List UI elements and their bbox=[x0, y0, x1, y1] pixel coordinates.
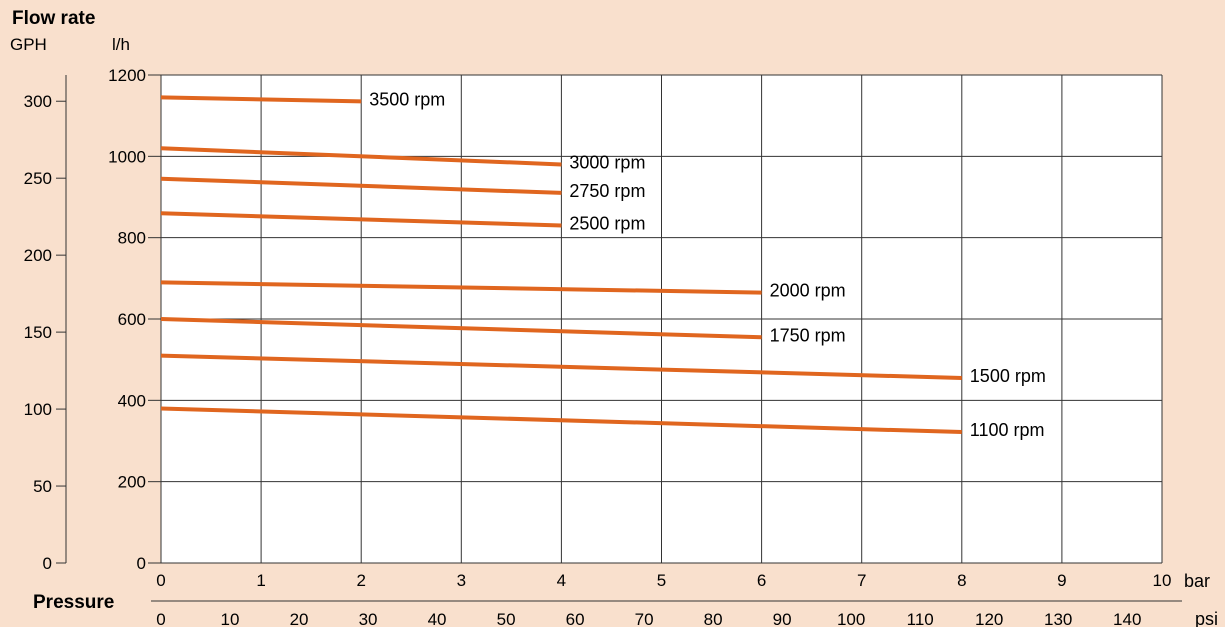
chart-title: Flow rate bbox=[12, 8, 95, 29]
series-label: 1750 rpm bbox=[770, 325, 846, 345]
x-tick-label: 10 bbox=[1153, 571, 1172, 590]
left-tick-label: 0 bbox=[43, 554, 52, 573]
series-line bbox=[160, 406, 962, 435]
chart-labels: 0200400600800100012000501001502002503000… bbox=[24, 66, 1172, 627]
y-tick-label: 400 bbox=[118, 391, 146, 410]
x2-tick-label: 60 bbox=[566, 610, 585, 627]
left-tick-label: 50 bbox=[33, 477, 52, 496]
series-label: 3000 rpm bbox=[569, 152, 645, 172]
x2-tick-label: 50 bbox=[497, 610, 516, 627]
series-label: 1100 rpm bbox=[970, 420, 1045, 440]
x2-tick-label: 70 bbox=[635, 610, 654, 627]
y-tick-label: 1200 bbox=[108, 66, 146, 85]
y-tick-label: 1000 bbox=[108, 147, 146, 166]
series-line bbox=[160, 95, 362, 104]
axes bbox=[56, 74, 1182, 602]
left-tick-label: 300 bbox=[24, 92, 52, 111]
x2-tick-label: 110 bbox=[907, 610, 934, 627]
series-label: 3500 rpm bbox=[369, 89, 445, 109]
x2-tick-label: 30 bbox=[359, 610, 378, 627]
x2-tick-label: 20 bbox=[290, 610, 309, 627]
x2-tick-label: 140 bbox=[1113, 610, 1141, 627]
series-label: 2000 rpm bbox=[770, 281, 846, 301]
x2-tick-label: 130 bbox=[1044, 610, 1072, 627]
x-axis-unit: bar bbox=[1184, 571, 1210, 591]
x2-tick-label: 40 bbox=[428, 610, 447, 627]
x2-tick-label: 90 bbox=[773, 610, 792, 627]
x-tick-label: 1 bbox=[256, 571, 265, 590]
y-tick-label: 800 bbox=[118, 229, 146, 248]
left-tick-label: 150 bbox=[24, 323, 52, 342]
series-line bbox=[160, 317, 762, 340]
x2-tick-label: 80 bbox=[704, 610, 723, 627]
x2-tick-label: 0 bbox=[156, 610, 165, 627]
series-line bbox=[160, 146, 562, 167]
x-tick-label: 8 bbox=[957, 571, 966, 590]
x-tick-label: 6 bbox=[757, 571, 766, 590]
left-tick-label: 250 bbox=[24, 169, 52, 188]
y-tick-label: 0 bbox=[137, 554, 146, 573]
x2-tick-label: 10 bbox=[221, 610, 240, 627]
left-tick-label: 200 bbox=[24, 246, 52, 265]
series-label: 2750 rpm bbox=[569, 181, 645, 201]
x2-axis-unit: psi bbox=[1195, 609, 1218, 627]
y-tick-label: 600 bbox=[118, 310, 146, 329]
x-tick-label: 7 bbox=[857, 571, 866, 590]
series-label: 2500 rpm bbox=[569, 213, 645, 233]
series-label: 1500 rpm bbox=[970, 366, 1046, 386]
x-axis-label: Pressure bbox=[33, 592, 114, 613]
series-lines bbox=[160, 95, 962, 435]
series-line bbox=[160, 211, 562, 228]
y-tick-label: 200 bbox=[118, 473, 146, 492]
x-tick-label: 0 bbox=[156, 571, 165, 590]
x-tick-label: 5 bbox=[657, 571, 666, 590]
series-line bbox=[160, 176, 562, 195]
x2-tick-label: 100 bbox=[837, 610, 865, 627]
y-axis-unit: l/h bbox=[112, 35, 130, 54]
x-tick-label: 4 bbox=[557, 571, 566, 590]
x-tick-label: 3 bbox=[457, 571, 466, 590]
series-line bbox=[160, 280, 762, 295]
left-tick-label: 100 bbox=[24, 400, 52, 419]
left-axis-unit: GPH bbox=[10, 35, 47, 54]
x2-tick-label: 120 bbox=[975, 610, 1003, 627]
x-tick-label: 9 bbox=[1057, 571, 1066, 590]
x-tick-label: 2 bbox=[356, 571, 365, 590]
series-line bbox=[160, 353, 962, 380]
